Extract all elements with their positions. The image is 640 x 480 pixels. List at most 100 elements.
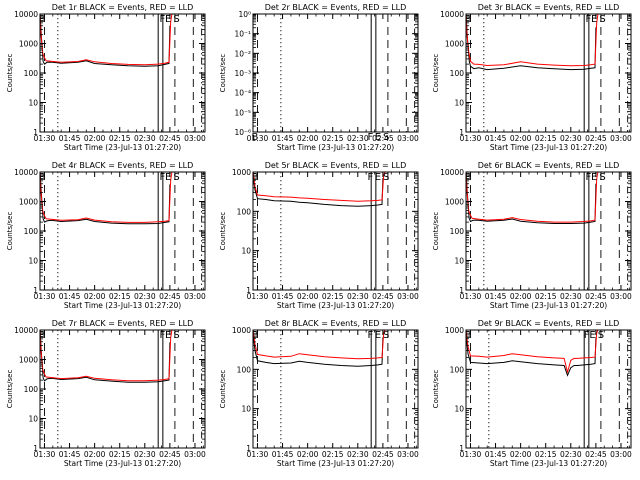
y-tick-label: 10⁻² xyxy=(234,49,251,58)
plot-frame xyxy=(465,13,632,133)
x-tick-label: 02:15 xyxy=(535,134,557,143)
marker-letter-s: S xyxy=(598,330,604,341)
series-lld-line xyxy=(466,172,599,223)
marker-letter-f: F xyxy=(585,172,591,183)
y-tick-label: 10⁰ xyxy=(238,10,251,19)
y-tick-label: 10000 xyxy=(440,168,464,177)
series-events-line xyxy=(40,173,171,225)
y-axis-label: Counts/sec xyxy=(432,212,440,251)
panel-det-3: Det 3r BLACK = Events, RED = LLD B F E S 1 10 1… xyxy=(432,3,632,152)
y-tick-label: 100 xyxy=(450,227,465,236)
series-lld-line xyxy=(466,330,599,375)
marker-letter-s: S xyxy=(173,330,179,341)
y-tick-label: 1 xyxy=(33,444,38,453)
marker-letter-b: B xyxy=(465,14,472,25)
x-tick-label: 02:15 xyxy=(109,450,131,459)
y-tick-label: 10 xyxy=(28,257,38,266)
y-tick-label: 1000 xyxy=(445,40,464,49)
panel-det-2: Det 2r BLACK = Events, RED = LLD B F E S 10⁻⁶… xyxy=(219,3,419,152)
series-events-line xyxy=(466,173,597,224)
series-lld-line xyxy=(40,172,173,223)
y-tick-label: 100 xyxy=(24,69,39,78)
marker-letter-e: E xyxy=(591,14,597,25)
x-tick-label: 01:30 xyxy=(247,134,269,143)
marker-letter-f: F xyxy=(367,132,373,143)
x-tick-label: 02:45 xyxy=(159,450,181,459)
x-tick-label: 02:45 xyxy=(585,450,607,459)
marker-letter-e: E xyxy=(591,172,597,183)
marker-letter-b: B xyxy=(39,330,46,341)
x-tick-label: 01:30 xyxy=(247,450,269,459)
plot-frame xyxy=(252,13,419,133)
y-tick-label: 1000 xyxy=(19,356,38,365)
y-axis-label: Counts/sec xyxy=(219,54,227,93)
x-tick-label: 02:15 xyxy=(109,292,131,301)
panel-title: Det 4r BLACK = Events, RED = LLD xyxy=(52,161,194,170)
x-axis-label: Start Time (23-Jul-13 01:27:20) xyxy=(490,301,607,310)
x-tick-label: 01:45 xyxy=(59,134,81,143)
y-tick-label: 1 xyxy=(33,286,38,295)
y-tick-label: 10 xyxy=(454,257,464,266)
series-lld-line xyxy=(40,330,173,382)
panel-det-8: Det 8r BLACK = Events, RED = LLD B F E S 1 10 1… xyxy=(219,319,419,468)
marker-letter-b: B xyxy=(39,172,46,183)
y-tick-label: 10000 xyxy=(440,10,464,19)
y-tick-label: 1 xyxy=(459,444,464,453)
plot-area xyxy=(466,172,629,290)
x-tick-label: 02:15 xyxy=(109,134,131,143)
panel-det-6: Det 6r BLACK = Events, RED = LLD B F E S 1 10 1… xyxy=(432,161,632,310)
y-tick-label: 1000 xyxy=(19,40,38,49)
y-tick-label: 10⁻⁴ xyxy=(234,89,251,98)
y-tick-label: 1 xyxy=(246,286,251,295)
y-tick-label: 1 xyxy=(33,128,38,137)
y-tick-label: 10 xyxy=(241,405,251,414)
series-lld-line xyxy=(253,330,386,360)
y-axis-label: Counts/sec xyxy=(432,54,440,93)
y-tick-label: 1000 xyxy=(445,326,464,335)
marker-letter-f: F xyxy=(367,330,373,341)
plot-frame xyxy=(39,329,206,449)
marker-letter-e: E xyxy=(375,172,381,183)
y-axis-label: Counts/sec xyxy=(6,212,14,251)
y-axis-label: Counts/sec xyxy=(432,370,440,409)
y-tick-label: 100 xyxy=(450,365,465,374)
series-lld-line xyxy=(466,14,599,67)
marker-letter-s: S xyxy=(173,172,179,183)
y-tick-label: 10 xyxy=(454,99,464,108)
panel-det-1: Det 1r BLACK = Events, RED = LLD B F E S 1 10 1… xyxy=(6,3,206,152)
y-tick-label: 100 xyxy=(237,207,252,216)
x-tick-label: 02:00 xyxy=(510,134,532,143)
x-tick-label: 01:45 xyxy=(485,292,507,301)
marker-letter-e: E xyxy=(165,330,171,341)
y-tick-label: 100 xyxy=(24,385,39,394)
plot-area xyxy=(40,14,203,132)
y-tick-label: 1 xyxy=(246,444,251,453)
y-tick-label: 10000 xyxy=(14,10,38,19)
x-tick-label: 01:45 xyxy=(272,292,294,301)
plot-area xyxy=(253,330,416,448)
x-tick-label: 02:45 xyxy=(372,134,394,143)
series-events-line xyxy=(40,15,171,67)
marker-letter-b: B xyxy=(465,172,472,183)
x-tick-label: 01:30 xyxy=(34,450,56,459)
y-tick-label: 10000 xyxy=(14,168,38,177)
marker-letter-e: E xyxy=(589,330,595,341)
x-tick-label: 02:45 xyxy=(585,134,607,143)
marker-letter-f: F xyxy=(585,14,591,25)
y-axis-label: Counts/sec xyxy=(6,54,14,93)
x-tick-label: 02:30 xyxy=(347,450,369,459)
x-tick-label: 02:45 xyxy=(372,292,394,301)
x-tick-label: 02:30 xyxy=(134,450,156,459)
marker-letter-b: B xyxy=(252,172,259,183)
plot-frame xyxy=(465,171,632,291)
x-tick-label: 02:30 xyxy=(347,292,369,301)
marker-letter-s: S xyxy=(383,330,389,341)
x-tick-label: 01:30 xyxy=(460,292,482,301)
panel-title: Det 5r BLACK = Events, RED = LLD xyxy=(265,161,407,170)
marker-letter-f: F xyxy=(159,172,165,183)
x-tick-label: 03:00 xyxy=(184,450,206,459)
x-axis-label: Start Time (23-Jul-13 01:27:20) xyxy=(64,143,181,152)
x-tick-label: 02:30 xyxy=(134,134,156,143)
marker-letter-s: S xyxy=(383,172,389,183)
x-tick-label: 02:30 xyxy=(560,450,582,459)
